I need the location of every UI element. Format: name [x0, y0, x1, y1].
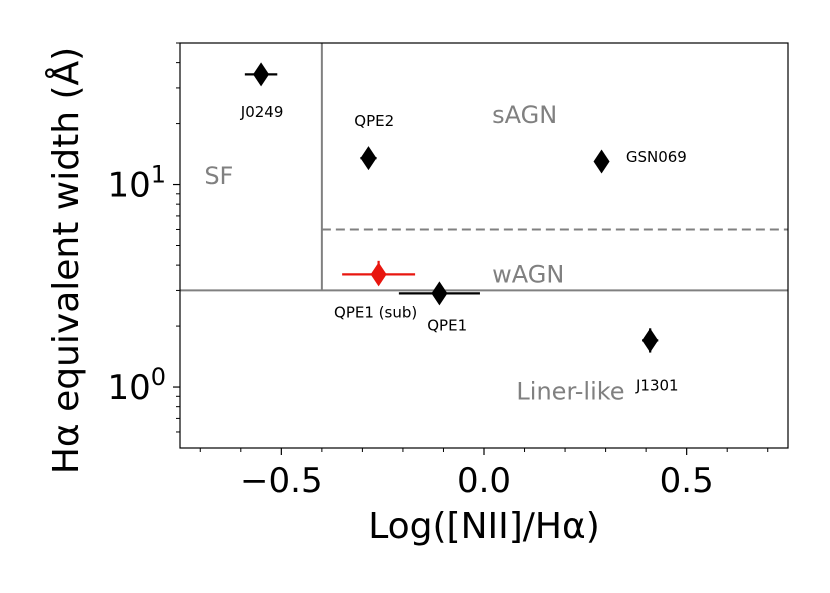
x-tick-label: 0.0: [457, 461, 511, 501]
point-j0249: [244, 62, 278, 87]
marker-diamond-qpe1: [431, 281, 448, 306]
marker-diamond-qpe1-sub: [370, 262, 387, 287]
point-gsn069: [593, 149, 610, 174]
point-label-qpe1-sub: QPE1 (sub): [334, 304, 417, 322]
region-label-wagn: wAGN: [492, 260, 564, 288]
y-axis-ticks: 100 101: [107, 42, 180, 433]
point-qpe2: [360, 146, 377, 171]
region-labels: SF sAGN wAGN Liner-like: [204, 101, 624, 405]
point-label-qpe2: QPE2: [354, 112, 394, 130]
y-tick-label: 100: [107, 363, 166, 408]
region-label-sagn: sAGN: [492, 101, 557, 129]
point-labels: J0249 QPE2 GSN069 QPE1 (sub) QPE1 J1301: [240, 103, 687, 394]
point-label-j1301: J1301: [635, 377, 679, 395]
point-qpe1-sub: [342, 260, 416, 287]
x-axis-title: Log([NII]/Hα): [368, 506, 600, 547]
region-label-sf: SF: [204, 162, 233, 190]
marker-diamond-j0249: [253, 62, 270, 87]
point-qpe1: [398, 281, 480, 306]
region-label-liner-like: Liner-like: [516, 378, 624, 406]
x-tick-label: 0.5: [660, 461, 714, 501]
point-label-qpe1: QPE1: [427, 317, 467, 335]
point-label-j0249: J0249: [240, 103, 284, 121]
marker-diamond-gsn069: [593, 149, 610, 174]
data-points: [244, 62, 659, 353]
point-j1301: [642, 328, 659, 353]
classification-dividers: [180, 43, 788, 292]
marker-diamond-j1301: [642, 328, 659, 353]
y-axis-title: Hα equivalent width (Å): [44, 47, 87, 474]
marker-diamond-qpe2: [360, 146, 377, 171]
point-label-gsn069: GSN069: [626, 148, 687, 166]
y-tick-label: 101: [107, 161, 166, 206]
x-axis-ticks: −0.5 0.0 0.5: [199, 448, 769, 501]
x-tick-label: −0.5: [240, 461, 323, 501]
